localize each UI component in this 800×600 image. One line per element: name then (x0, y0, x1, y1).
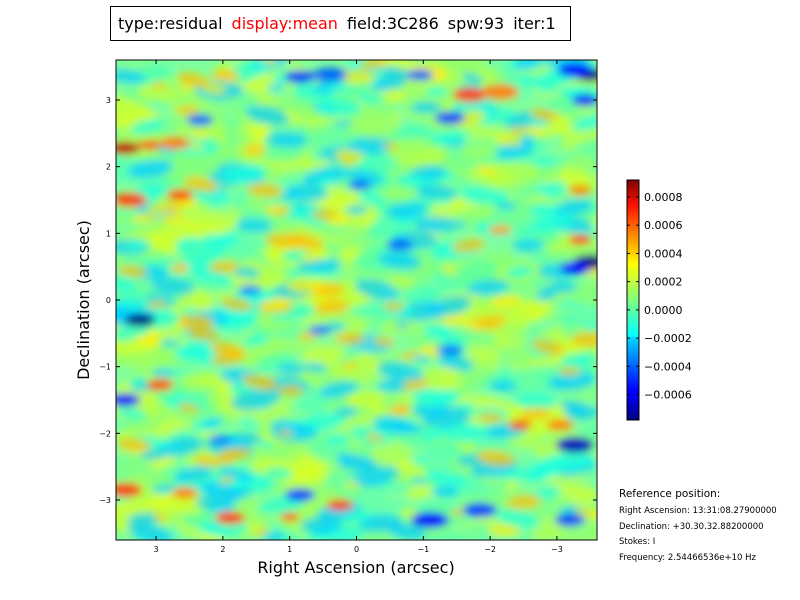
colorbar-tick-label: 0.0008 (644, 191, 683, 204)
x-tick-label: 1 (287, 545, 292, 554)
residual-heatmap (116, 60, 597, 540)
colorbar-tick-label: 0.0002 (644, 276, 683, 289)
x-tick-label: −1 (417, 545, 429, 554)
reference-stokes: Stokes: I (619, 537, 656, 547)
y-tick-label: −1 (99, 363, 111, 372)
colorbar (626, 179, 640, 421)
reference-dec: Declination: +30.30.32.88200000 (619, 521, 764, 532)
x-tick-label: −2 (484, 545, 496, 554)
colorbar-tick-label: 0.0000 (644, 304, 683, 317)
y-axis-label: Declination (arcsec) (74, 220, 93, 380)
reference-position: Reference position: Right Ascension: 13:… (619, 484, 777, 566)
reference-heading: Reference position: (619, 488, 721, 500)
title-spw: spw:93 (447, 14, 505, 33)
reference-ra: Right Ascension: 13:31:08.27900000 (619, 506, 777, 516)
plot-title: type:residual display:mean field:3C286 s… (110, 6, 571, 41)
x-tick-label: 0 (354, 545, 359, 554)
y-tick-label: 1 (106, 229, 111, 238)
title-display: display:mean (231, 14, 338, 33)
x-axis-ticks: 3 2 1 0 −1 −2 −3 (154, 60, 563, 554)
colorbar-tick-label: −0.0006 (644, 389, 692, 402)
x-tick-label: 3 (154, 545, 159, 554)
y-tick-label: 0 (106, 296, 111, 305)
x-axis-label: Right Ascension (arcsec) (257, 558, 454, 577)
title-type: type:residual (118, 14, 223, 33)
colorbar-ticks: 0.0008 0.0006 0.0004 0.0002 0.0000 −0.0002 −0.… (627, 191, 692, 402)
reference-frequency: Frequency: 2.54466536e+10 Hz (619, 552, 756, 563)
x-tick-label: −3 (551, 545, 563, 554)
y-tick-label: −3 (99, 496, 111, 505)
y-tick-label: −2 (99, 429, 111, 438)
y-tick-label: 3 (106, 96, 111, 105)
y-axis-ticks: 3 2 1 0 −1 −2 −3 (99, 96, 597, 505)
title-field: field:3C286 (346, 14, 439, 33)
colorbar-tick-label: −0.0002 (644, 332, 692, 345)
y-tick-label: 2 (106, 163, 111, 172)
colorbar-tick-label: 0.0006 (644, 219, 683, 232)
colorbar-tick-label: −0.0004 (644, 360, 692, 373)
title-iter: iter:1 (513, 14, 556, 33)
x-tick-label: 2 (220, 545, 225, 554)
colorbar-tick-label: 0.0004 (644, 247, 683, 260)
